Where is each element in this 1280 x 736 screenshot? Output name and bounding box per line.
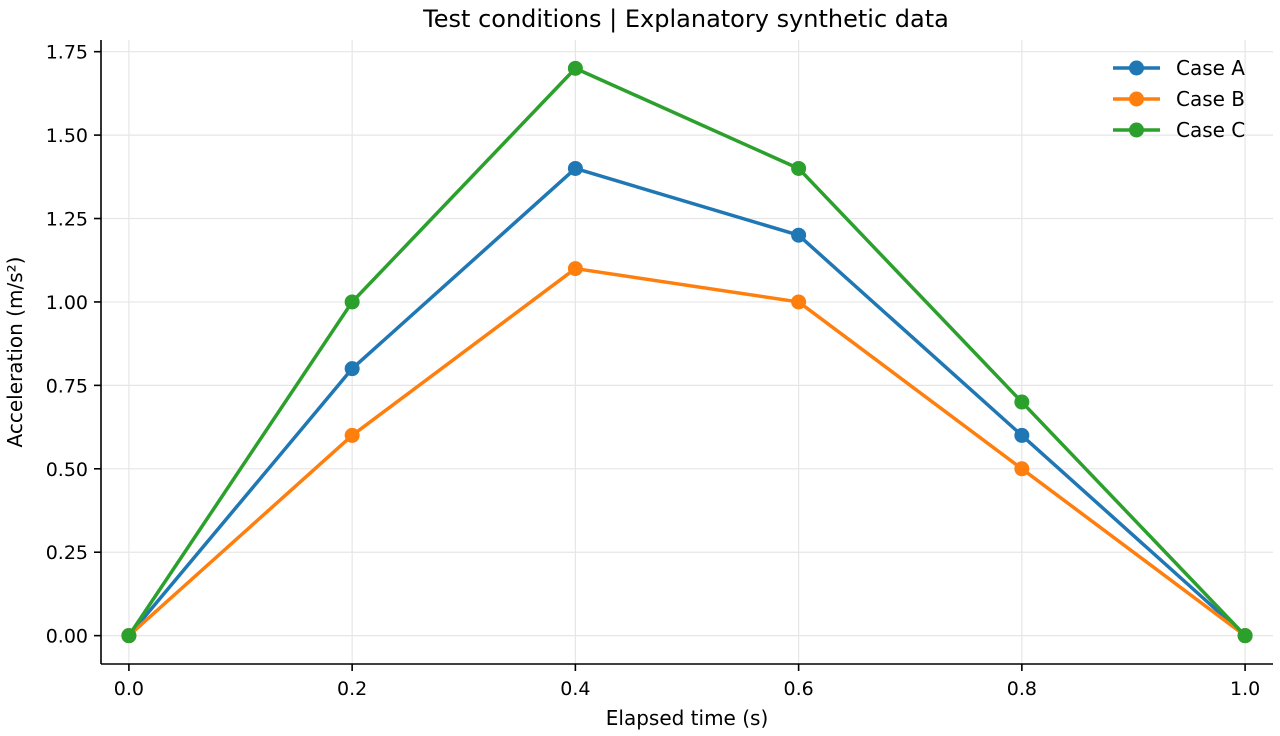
legend-label-case-c: Case C (1176, 118, 1245, 142)
y-tick-label-3: 0.75 (46, 375, 88, 397)
grid (101, 40, 1273, 664)
y-tick-label-7: 1.75 (46, 42, 88, 64)
data-point-case-c-5 (1237, 628, 1253, 644)
chart-title: Test conditions | Explanatory synthetic … (422, 5, 949, 33)
data-point-case-b-3 (791, 294, 807, 310)
data-point-case-c-0 (121, 628, 137, 644)
x-tick-label-0: 0.0 (114, 678, 144, 700)
series-line-case-c (127, 66, 1247, 638)
data-point-case-c-3 (791, 160, 807, 176)
data-point-case-a-2 (567, 160, 583, 176)
x-tick-label-1: 0.2 (337, 678, 367, 700)
series-line-case-b (127, 266, 1247, 638)
data-point-case-a-1 (344, 361, 360, 377)
legend: Case A Case B Case C (1113, 56, 1245, 142)
data-point-case-b-4 (1014, 461, 1030, 477)
legend-marker-case-a (1129, 60, 1144, 76)
series-group (121, 60, 1253, 644)
legend-label-case-b: Case B (1176, 87, 1245, 111)
x-tick-label-3: 0.6 (784, 678, 814, 700)
axes: 0.0 0.2 0.4 0.6 0.8 1.0 0.00 0.25 0.50 0.75 1.00 1.… (46, 40, 1273, 700)
y-tick-label-6: 1.50 (46, 125, 88, 147)
data-point-case-a-3 (791, 227, 807, 243)
x-axis-label: Elapsed time (s) (606, 706, 769, 730)
data-point-case-b-2 (567, 261, 583, 277)
legend-label-case-a: Case A (1176, 56, 1245, 80)
x-tick-label-5: 1.0 (1230, 678, 1260, 700)
legend-entry-case-c: Case C (1113, 118, 1245, 142)
legend-marker-case-c (1129, 122, 1144, 138)
data-point-case-c-1 (344, 294, 360, 310)
y-tick-label-5: 1.25 (46, 209, 88, 231)
y-axis-label: Acceleration (m/s²) (3, 257, 27, 448)
legend-entry-case-b: Case B (1113, 87, 1245, 111)
data-point-case-c-2 (567, 60, 583, 76)
y-tick-label-0: 0.00 (46, 626, 88, 648)
x-tick-label-4: 0.8 (1007, 678, 1037, 700)
data-point-case-c-4 (1014, 394, 1030, 410)
x-tick-label-2: 0.4 (560, 678, 590, 700)
legend-entry-case-a: Case A (1113, 56, 1245, 80)
data-point-case-a-4 (1014, 427, 1030, 443)
y-tick-label-2: 0.50 (46, 459, 88, 481)
y-tick-label-1: 0.25 (46, 542, 88, 564)
legend-marker-case-b (1129, 91, 1144, 107)
series-case-c (121, 60, 1253, 644)
series-line-case-a (127, 166, 1247, 638)
data-point-case-b-1 (344, 427, 360, 443)
y-tick-label-4: 1.00 (46, 292, 88, 314)
